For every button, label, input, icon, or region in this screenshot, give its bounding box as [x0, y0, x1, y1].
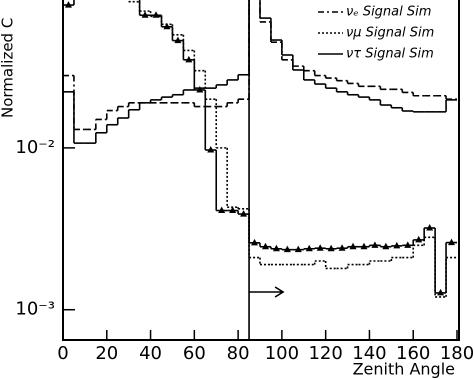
frame — [62, 0, 460, 341]
y-tick-label: 10⁻² — [15, 137, 55, 158]
x-tick-label: 100 — [265, 343, 299, 364]
legend-label: νₑ Signal Sim — [346, 5, 431, 20]
data-point — [349, 242, 357, 250]
y-axis-title: Normalized C — [0, 18, 17, 118]
x-tick-label: 60 — [183, 343, 206, 364]
data-point — [141, 11, 149, 18]
data-point — [448, 238, 456, 246]
data-point — [305, 244, 313, 252]
data-point — [261, 242, 269, 250]
x-tick-label: 40 — [139, 343, 162, 364]
data-point — [218, 206, 226, 214]
data-point — [163, 22, 171, 30]
cut-arrow — [249, 286, 285, 298]
data-point — [272, 244, 280, 252]
data-point — [415, 235, 423, 243]
data-point — [64, 1, 72, 8]
data-point — [404, 241, 412, 248]
data-point — [426, 223, 434, 231]
data-point — [283, 245, 291, 253]
data-point — [338, 244, 346, 251]
x-tick-label: 80 — [227, 343, 250, 364]
data-point — [240, 210, 248, 217]
legend-label: νμ Signal Sim — [346, 26, 434, 41]
x-tick-label: 160 — [396, 343, 430, 364]
x-axis-title: Zenith Angle — [353, 360, 455, 379]
data-point — [251, 238, 259, 246]
data-point — [371, 241, 379, 248]
data-point — [207, 146, 215, 153]
x-tick-label: 120 — [308, 343, 342, 364]
x-tick-label: 180 — [440, 343, 474, 364]
legend-label: ντ Signal Sim — [346, 47, 434, 62]
data-point — [152, 11, 160, 18]
data-point — [316, 244, 324, 251]
plot-area — [63, 0, 457, 298]
x-tick-label: 20 — [95, 343, 118, 364]
data-point — [360, 242, 368, 250]
data-point — [382, 242, 390, 250]
y-tick-label: 10⁻³ — [15, 299, 55, 320]
x-tick-label: 140 — [352, 343, 386, 364]
data-point — [196, 85, 204, 93]
data-point — [437, 288, 445, 296]
data-point — [294, 245, 302, 253]
data-point — [393, 241, 401, 249]
data-point — [174, 36, 182, 44]
x-tick-label: 0 — [57, 343, 68, 364]
data-point — [229, 206, 237, 214]
data-point — [185, 55, 193, 63]
data-point — [327, 244, 335, 252]
